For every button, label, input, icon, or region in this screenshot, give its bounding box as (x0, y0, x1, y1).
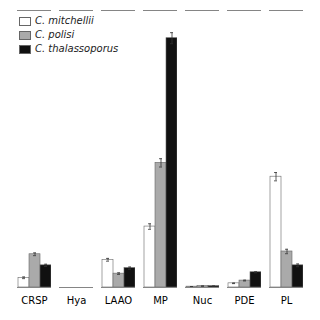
svg-text:Hya: Hya (67, 295, 87, 306)
svg-text:CRSP: CRSP (21, 295, 47, 306)
svg-text:MP: MP (153, 295, 168, 306)
svg-text:LAAO: LAAO (105, 295, 133, 306)
html-text:C. polisi: C. polisi (35, 29, 75, 40)
svg-text:PDE: PDE (234, 295, 254, 306)
html-text:C. thalassoporus: C. thalassoporus (35, 43, 119, 54)
html-text:C. mitchellii: C. mitchellii (35, 15, 94, 26)
svg-text:PL: PL (281, 295, 293, 306)
svg-text:Nuc: Nuc (193, 295, 212, 306)
